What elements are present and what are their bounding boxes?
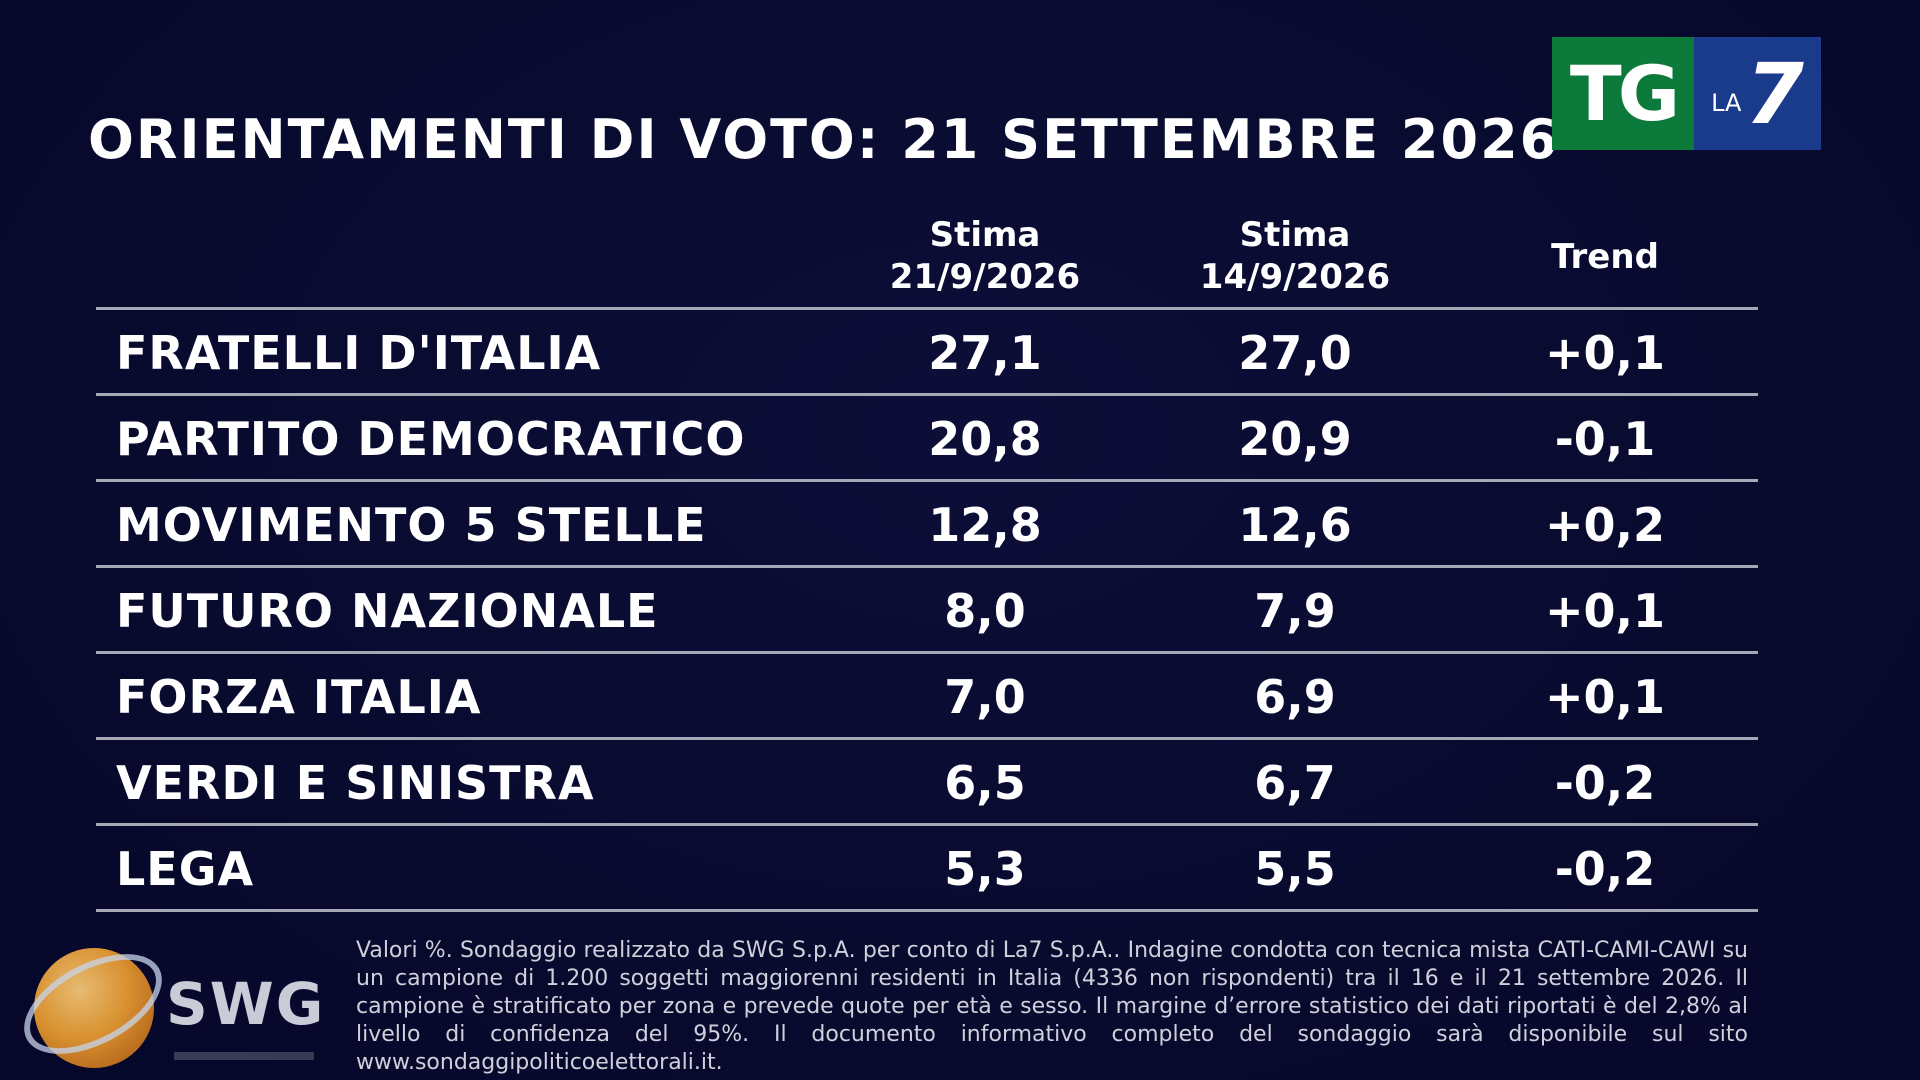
value-previous: 12,6 <box>1238 498 1352 552</box>
poll-table: Stima 21/9/2026 Stima 14/9/2026 Trend FR… <box>96 210 1758 912</box>
table-row: LEGA 5,3 5,5 -0,2 <box>96 826 1758 912</box>
column-header-trend-line1: Trend <box>1551 237 1659 277</box>
table-row: VERDI E SINISTRA 6,5 6,7 -0,2 <box>96 740 1758 826</box>
value-previous: 20,9 <box>1238 412 1352 466</box>
value-current: 7,0 <box>944 670 1026 724</box>
column-header-current: Stima 21/9/2026 <box>855 214 1115 298</box>
value-previous: 7,9 <box>1254 584 1336 638</box>
value-previous: 6,9 <box>1254 670 1336 724</box>
value-current: 20,8 <box>928 412 1042 466</box>
value-current: 8,0 <box>944 584 1026 638</box>
column-header-current-line2: 21/9/2026 <box>889 257 1081 297</box>
party-name: LEGA <box>116 842 255 896</box>
column-header-previous: Stima 14/9/2026 <box>1165 214 1425 298</box>
party-name: VERDI E SINISTRA <box>116 756 595 810</box>
value-trend: +0,1 <box>1544 326 1666 380</box>
value-trend: +0,2 <box>1544 498 1666 552</box>
column-header-current-line1: Stima <box>929 215 1041 255</box>
value-trend: +0,1 <box>1544 670 1666 724</box>
page-title: ORIENTAMENTI DI VOTO: 21 SETTEMBRE 2026 <box>88 108 1560 171</box>
value-current: 6,5 <box>944 756 1026 810</box>
tg-la7-logo: TG LA 7 <box>1552 37 1821 150</box>
value-previous: 27,0 <box>1238 326 1352 380</box>
logo-la7: LA 7 <box>1694 37 1821 150</box>
value-trend: +0,1 <box>1544 584 1666 638</box>
table-row: FORZA ITALIA 7,0 6,9 +0,1 <box>96 654 1758 740</box>
party-name: FUTURO NAZIONALE <box>116 584 659 638</box>
table-row: PARTITO DEMOCRATICO 20,8 20,9 -0,1 <box>96 396 1758 482</box>
party-name: PARTITO DEMOCRATICO <box>116 412 746 466</box>
logo-seven: 7 <box>1745 44 1804 143</box>
methodology-note: Valori %. Sondaggio realizzato da SWG S.… <box>356 938 1748 1075</box>
value-current: 27,1 <box>928 326 1042 380</box>
value-trend: -0,2 <box>1554 756 1656 810</box>
column-header-previous-line2: 14/9/2026 <box>1199 257 1391 297</box>
logo-tg: TG <box>1552 37 1694 150</box>
value-trend: -0,1 <box>1554 412 1656 466</box>
value-current: 12,8 <box>928 498 1042 552</box>
swg-label: SWG <box>166 970 326 1038</box>
value-previous: 6,7 <box>1254 756 1336 810</box>
table-header: Stima 21/9/2026 Stima 14/9/2026 Trend <box>96 210 1758 310</box>
globe-icon <box>34 948 154 1068</box>
swg-divider <box>174 1052 314 1060</box>
column-header-previous-line1: Stima <box>1239 215 1351 255</box>
value-current: 5,3 <box>944 842 1026 896</box>
party-name: MOVIMENTO 5 STELLE <box>116 498 707 552</box>
party-name: FORZA ITALIA <box>116 670 482 724</box>
value-trend: -0,2 <box>1554 842 1656 896</box>
value-previous: 5,5 <box>1254 842 1336 896</box>
column-header-trend: Trend <box>1475 236 1735 278</box>
swg-logo: SWG <box>8 933 334 1075</box>
logo-la: LA <box>1711 88 1742 117</box>
party-name: FRATELLI D'ITALIA <box>116 326 602 380</box>
table-row: FUTURO NAZIONALE 8,0 7,9 +0,1 <box>96 568 1758 654</box>
table-row: MOVIMENTO 5 STELLE 12,8 12,6 +0,2 <box>96 482 1758 568</box>
table-row: FRATELLI D'ITALIA 27,1 27,0 +0,1 <box>96 310 1758 396</box>
